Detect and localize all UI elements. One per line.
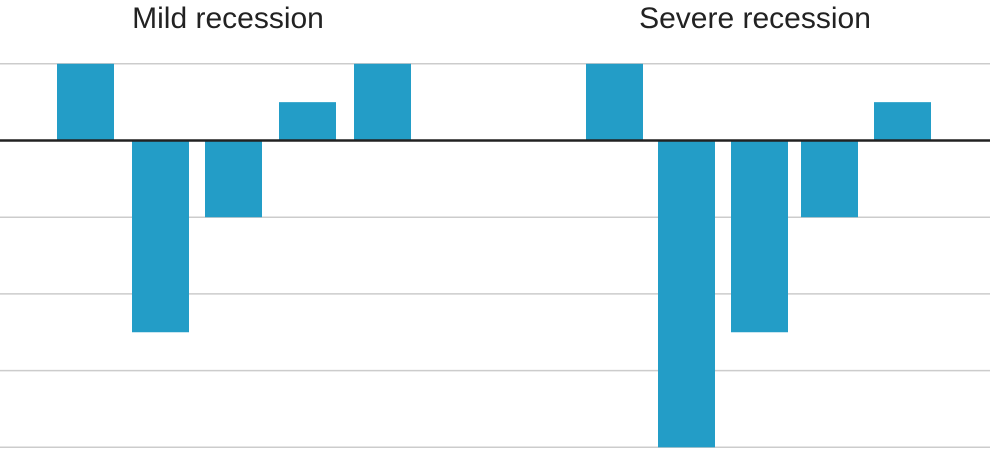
panel-title-mild: Mild recession <box>132 2 324 35</box>
mild-bar-5 <box>354 63 411 141</box>
mild-bar-1 <box>57 63 114 141</box>
severe-bar-1 <box>586 63 643 141</box>
severe-bar-3 <box>731 140 788 333</box>
mild-bar-4 <box>279 102 336 141</box>
severe-bar-5 <box>874 102 931 141</box>
mild-bar-2 <box>132 140 189 333</box>
mild-bar-3 <box>205 140 262 218</box>
panel-title-severe: Severe recession <box>639 2 871 35</box>
bars <box>57 63 931 448</box>
severe-bar-4 <box>801 140 858 218</box>
severe-bar-2 <box>658 140 715 448</box>
